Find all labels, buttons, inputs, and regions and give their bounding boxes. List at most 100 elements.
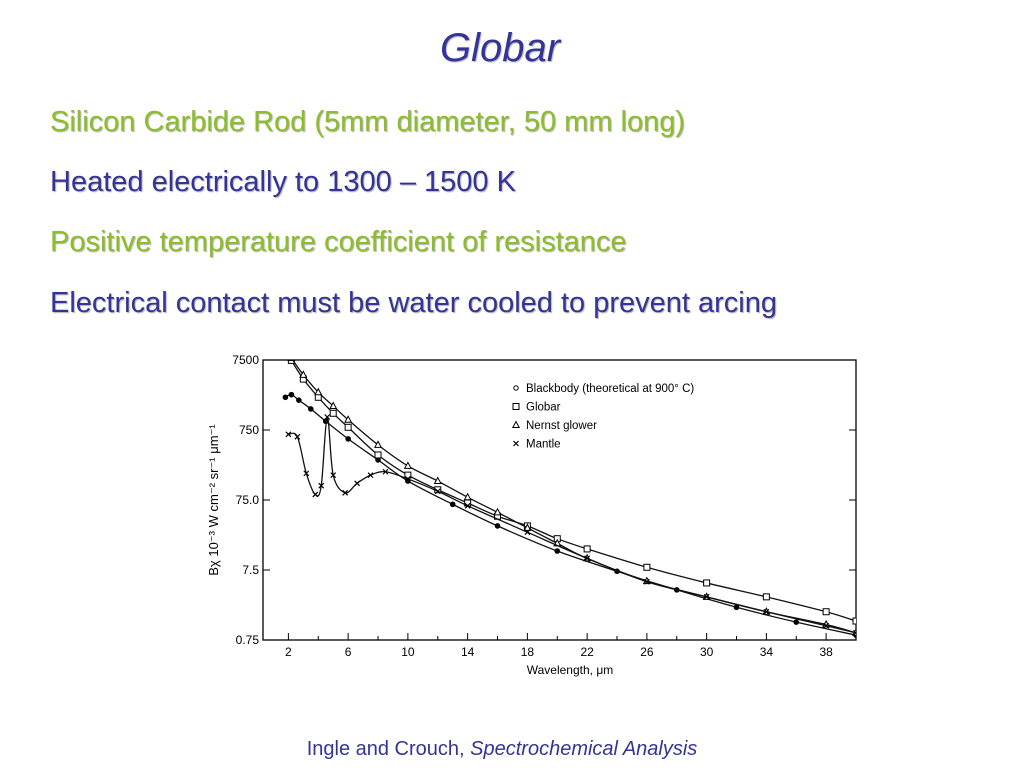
data-point bbox=[282, 394, 289, 401]
x-tick-label: 10 bbox=[401, 645, 415, 659]
y-tick-label: 75.0 bbox=[236, 493, 260, 507]
data-point bbox=[404, 476, 411, 482]
y-tick-label: 0.75 bbox=[236, 633, 260, 647]
series-layer bbox=[282, 360, 856, 638]
data-point bbox=[464, 502, 471, 509]
series-line bbox=[291, 360, 856, 634]
data-point bbox=[329, 401, 338, 410]
citation: Ingle and Crouch, Spectrochemical Analys… bbox=[0, 738, 1004, 761]
data-point bbox=[703, 593, 710, 600]
data-point bbox=[733, 604, 740, 611]
x-tick-labels: 2 6 10 14 18 22 26 30 34 38 bbox=[285, 645, 833, 659]
axis-ticks bbox=[263, 359, 857, 641]
data-point bbox=[382, 468, 389, 475]
legend-marker bbox=[512, 403, 520, 410]
data-point bbox=[703, 579, 711, 587]
x-tick-label: 26 bbox=[640, 645, 654, 659]
data-point bbox=[583, 545, 591, 553]
x-tick-label: 38 bbox=[819, 645, 833, 659]
legend-marker bbox=[513, 440, 519, 447]
data-point bbox=[433, 476, 442, 485]
data-point bbox=[287, 360, 296, 362]
data-point bbox=[288, 391, 295, 398]
data-point bbox=[373, 440, 383, 448]
y-axis-label: Bχ 10⁻³ W cm⁻² sr⁻¹ μm⁻¹ bbox=[206, 424, 221, 576]
x-tick-label: 6 bbox=[345, 645, 352, 659]
data-point bbox=[324, 414, 331, 420]
data-point bbox=[403, 461, 412, 469]
y-tick-label: 7.5 bbox=[242, 563, 259, 577]
legend-marker bbox=[511, 420, 521, 428]
data-point bbox=[643, 578, 650, 585]
series-line bbox=[288, 416, 856, 634]
x-tick-label: 18 bbox=[521, 645, 535, 659]
data-point bbox=[643, 563, 651, 571]
data-point bbox=[823, 622, 830, 629]
data-point bbox=[554, 548, 561, 554]
y-tick-label: 7500 bbox=[232, 353, 259, 367]
legend-marker bbox=[513, 385, 519, 391]
legend-entry: Blackbody (theoretical at 900° C) bbox=[513, 383, 694, 395]
x-tick-label: 2 bbox=[285, 645, 292, 659]
data-point bbox=[318, 482, 325, 489]
citation-authors: Ingle and Crouch, bbox=[306, 738, 465, 760]
data-point bbox=[294, 433, 301, 440]
data-point bbox=[367, 472, 374, 479]
data-point bbox=[345, 436, 351, 442]
data-point bbox=[493, 507, 502, 516]
data-point bbox=[344, 415, 353, 423]
data-point bbox=[330, 472, 337, 479]
legend-entry: Nernst glower bbox=[511, 420, 597, 432]
x-tick-label: 14 bbox=[461, 645, 475, 659]
x-axis-label: Wavelength, μm bbox=[527, 663, 614, 677]
legend-label: Globar bbox=[526, 402, 561, 414]
bullet-silicon-carbide-rod: Silicon Carbide Rod (5mm diameter, 50 mm… bbox=[50, 106, 686, 138]
data-point bbox=[434, 488, 441, 495]
data-point bbox=[524, 529, 531, 536]
data-point bbox=[763, 608, 770, 615]
data-point bbox=[494, 523, 501, 529]
series-triangle bbox=[287, 360, 856, 636]
data-point bbox=[299, 370, 308, 378]
data-point bbox=[449, 501, 456, 508]
slide-title: Globar bbox=[439, 26, 561, 70]
x-tick-label: 34 bbox=[760, 645, 774, 659]
x-tick-label: 22 bbox=[580, 645, 594, 659]
data-point bbox=[342, 489, 349, 496]
legend-entry: Mantle bbox=[513, 439, 561, 451]
data-point bbox=[852, 617, 856, 625]
data-point bbox=[344, 423, 352, 431]
legend-label: Nernst glower bbox=[526, 420, 597, 432]
data-point bbox=[853, 629, 856, 636]
data-point bbox=[296, 397, 302, 403]
data-point bbox=[374, 451, 382, 459]
data-point bbox=[303, 470, 310, 477]
data-point bbox=[329, 409, 337, 417]
data-point bbox=[314, 387, 323, 396]
data-point bbox=[822, 608, 830, 616]
data-point bbox=[463, 492, 472, 501]
legend: Blackbody (theoretical at 900° C) Globar N… bbox=[511, 383, 694, 451]
legend-entry: Globar bbox=[512, 402, 561, 414]
data-point bbox=[307, 406, 314, 412]
data-point bbox=[584, 555, 591, 562]
data-point bbox=[523, 523, 532, 531]
data-point bbox=[285, 431, 292, 438]
data-point bbox=[762, 593, 770, 601]
x-tick-label: 30 bbox=[700, 645, 714, 659]
series-x bbox=[285, 414, 856, 636]
legend-label: Mantle bbox=[526, 439, 561, 451]
series-line bbox=[290, 360, 856, 622]
bullet-water-cooled-contact: Electrical contact must be water cooled … bbox=[50, 287, 777, 319]
data-point bbox=[354, 480, 361, 487]
bullet-heated-electrically: Heated electrically to 1300 – 1500 K bbox=[50, 166, 516, 198]
legend-label: Blackbody (theoretical at 900° C) bbox=[526, 383, 694, 395]
y-tick-labels: 0.75 7.5 75.0 750 7500 bbox=[232, 353, 259, 647]
data-point bbox=[793, 619, 800, 625]
bullet-temperature-coefficient: Positive temperature coefficient of resi… bbox=[50, 226, 627, 258]
series-square bbox=[287, 360, 856, 625]
y-tick-label: 750 bbox=[239, 423, 259, 437]
citation-work: Spectrochemical Analysis bbox=[470, 738, 698, 760]
data-point bbox=[312, 491, 319, 498]
